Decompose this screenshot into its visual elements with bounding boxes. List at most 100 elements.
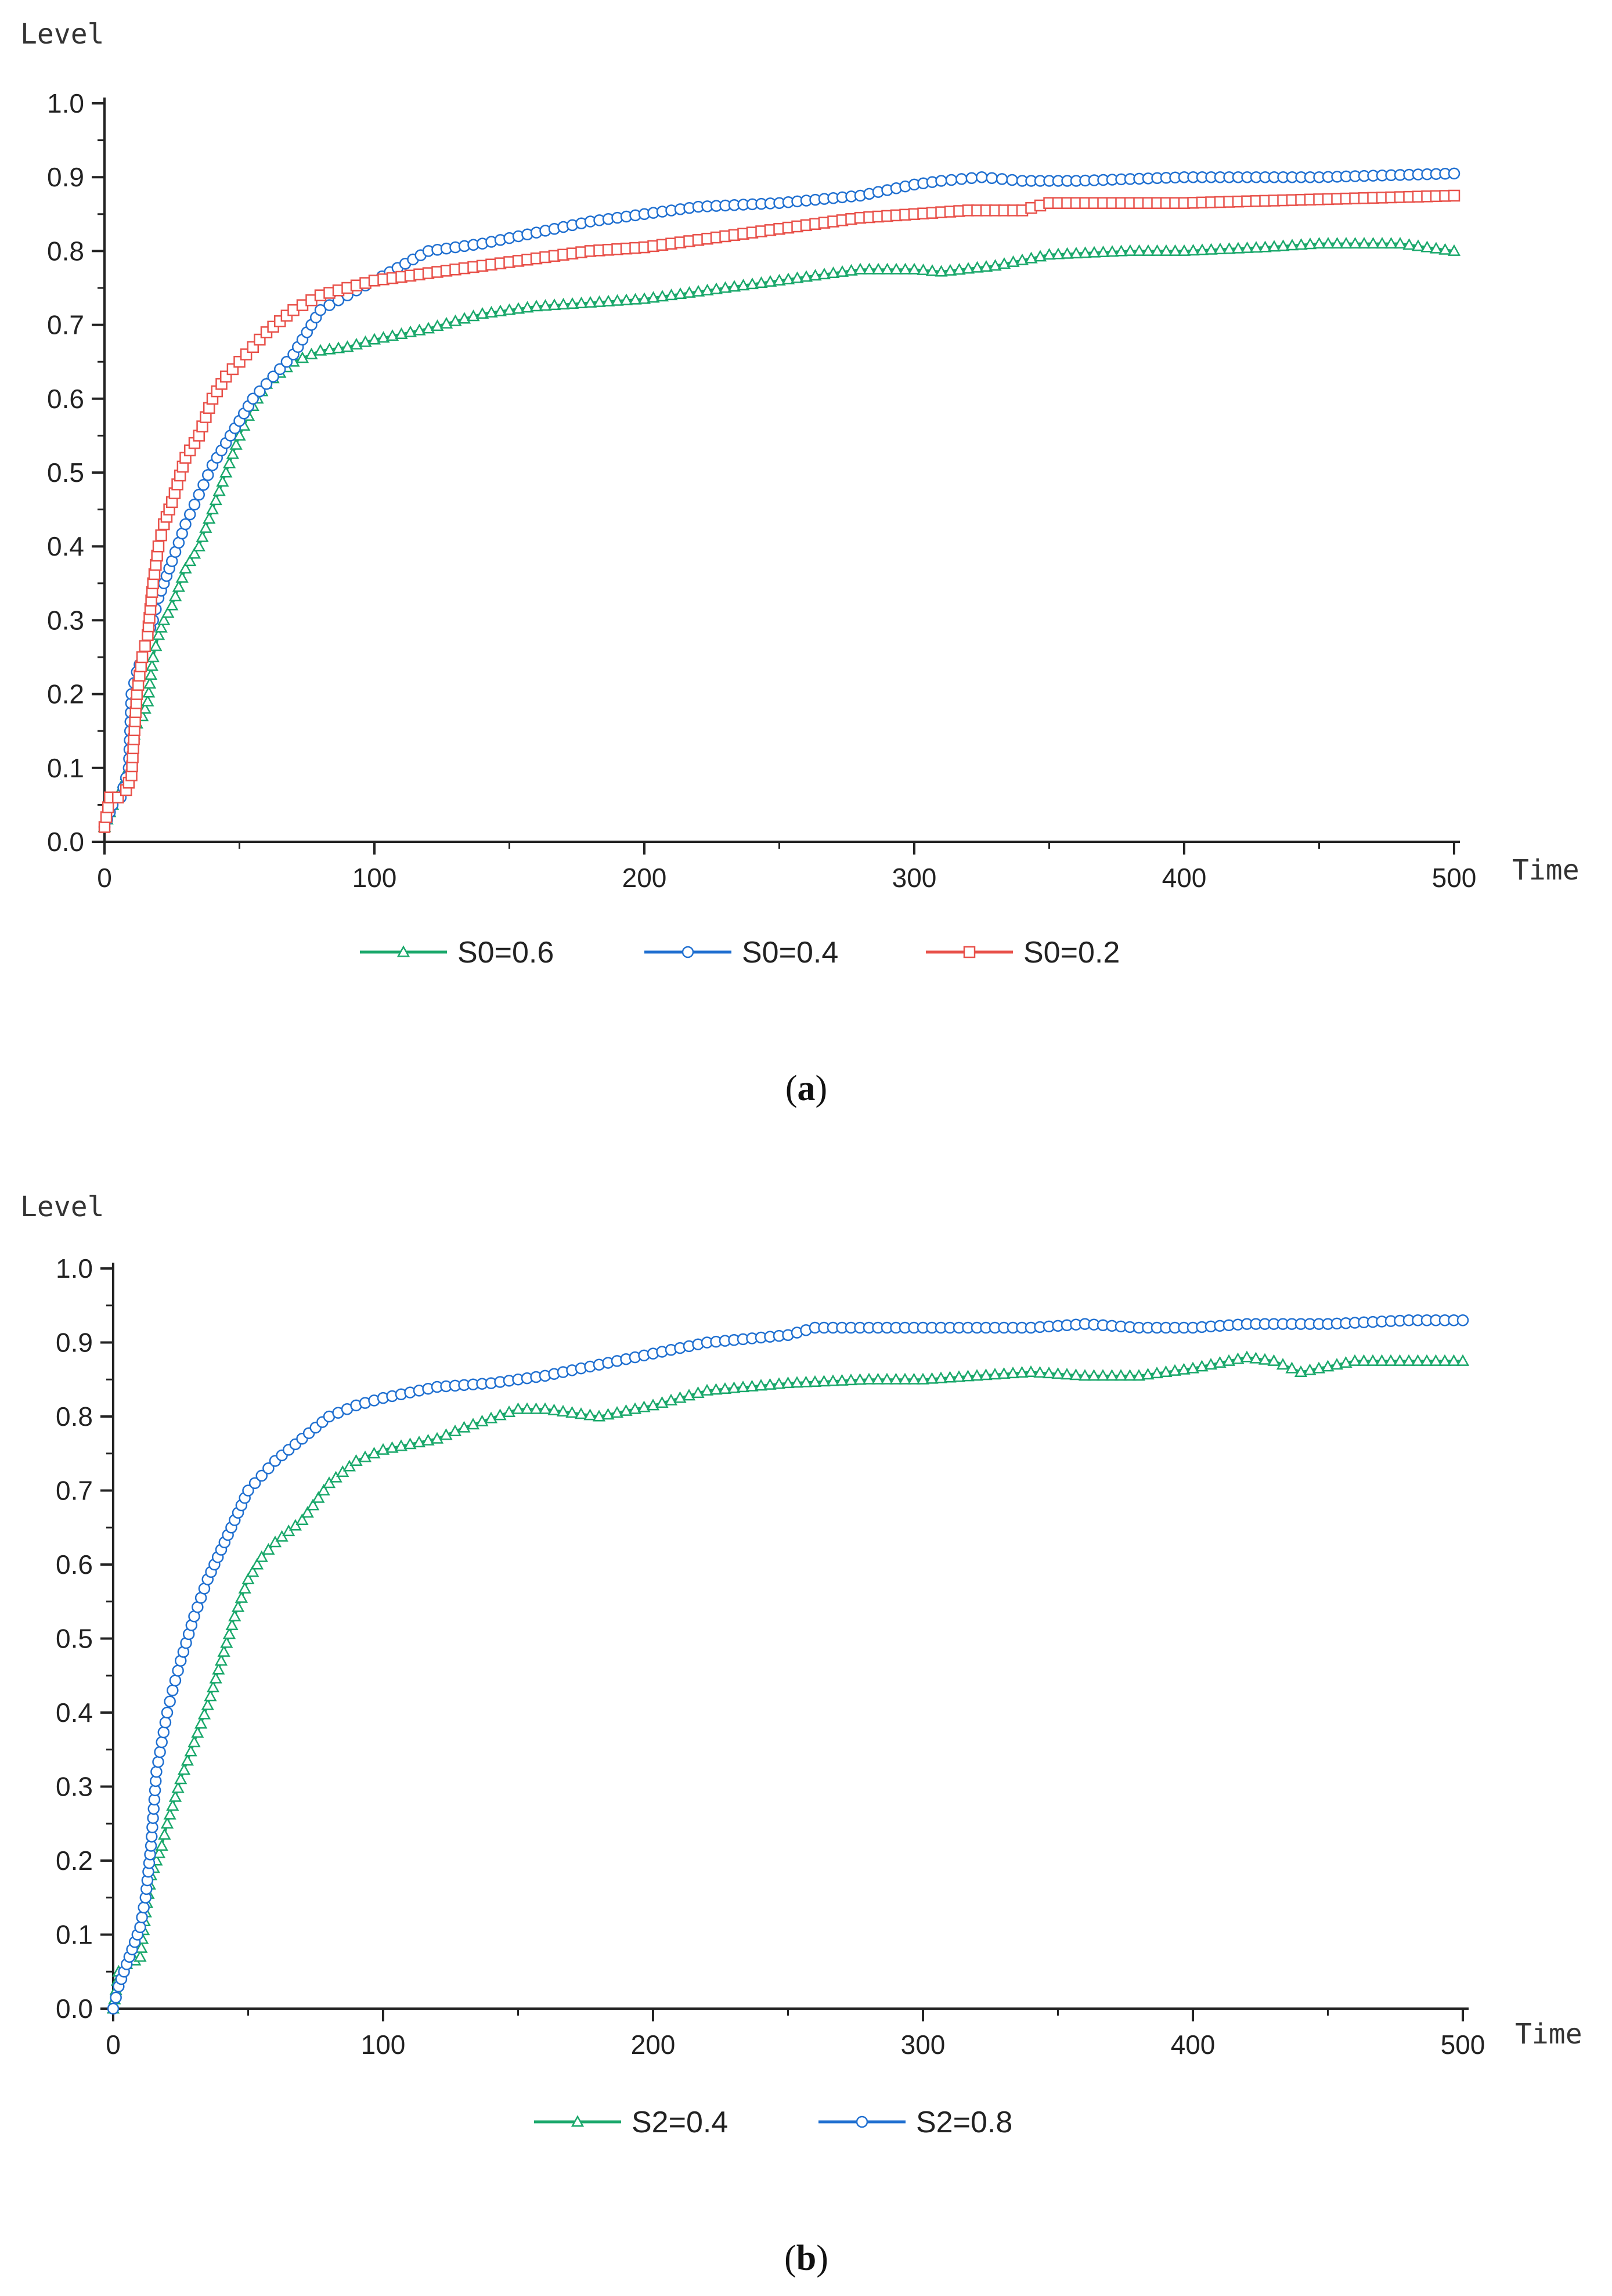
data-point <box>146 650 160 662</box>
data-point <box>161 1706 174 1719</box>
x-tick-label: 200 <box>622 863 667 893</box>
panel-label: (b) <box>784 2239 828 2278</box>
data-point <box>917 263 930 275</box>
data-point <box>790 1376 804 1388</box>
data-point <box>231 1600 245 1612</box>
data-point <box>395 327 408 339</box>
data-point <box>799 1375 813 1387</box>
legend-entry: S2=0.8 <box>818 2106 1012 2139</box>
data-point <box>385 1441 399 1453</box>
data-point <box>1213 242 1227 255</box>
data-point <box>255 1469 268 1482</box>
data-point <box>709 282 723 294</box>
legend-label: S2=0.4 <box>632 2106 728 2139</box>
y-tick-label: 0.4 <box>47 531 84 561</box>
data-point <box>457 1421 471 1433</box>
data-point <box>222 1627 236 1639</box>
y-tick-label: 0.9 <box>47 162 84 192</box>
data-point <box>511 302 525 314</box>
data-point <box>629 293 642 305</box>
data-point <box>149 639 163 651</box>
data-point <box>565 1406 579 1418</box>
data-point <box>274 363 286 376</box>
data-point <box>439 1428 453 1440</box>
data-point <box>1447 244 1461 256</box>
data-point <box>1456 1314 1469 1327</box>
data-point <box>1069 1368 1083 1381</box>
data-point <box>1357 1354 1371 1366</box>
data-point <box>1420 240 1434 253</box>
data-point <box>421 322 435 334</box>
data-point <box>521 301 534 313</box>
data-point <box>172 580 185 592</box>
data-point <box>367 1447 381 1459</box>
data-point <box>1303 237 1317 250</box>
y-tick-label: 0.6 <box>47 384 84 414</box>
data-point <box>154 621 168 633</box>
data-point <box>907 1372 921 1385</box>
data-point <box>135 1941 148 1953</box>
x-tick-label: 200 <box>631 2030 676 2060</box>
data-point <box>575 296 588 308</box>
data-point <box>557 298 570 310</box>
data-point <box>136 651 149 664</box>
data-point <box>817 1375 831 1387</box>
data-point <box>1123 244 1137 256</box>
data-point <box>246 1565 259 1577</box>
data-point <box>322 1476 336 1488</box>
data-point <box>556 1404 570 1416</box>
series-markers <box>98 189 1460 833</box>
data-point <box>241 1572 255 1584</box>
data-point <box>719 281 732 293</box>
data-point <box>871 1372 885 1385</box>
data-point <box>192 539 205 552</box>
data-point <box>150 1765 163 1778</box>
data-point <box>430 1432 444 1444</box>
data-point <box>403 1437 417 1450</box>
y-tick-label: 0.7 <box>56 1476 93 1506</box>
panel-b: 0.0 0.1 0.2 0.3 0.4 0.5 0.6 0.7 0.8 0.9 1.0 0 100 200… <box>20 1191 1582 2278</box>
data-point <box>159 1716 172 1729</box>
data-point <box>314 304 327 316</box>
data-point <box>214 1654 228 1666</box>
data-point <box>169 1674 182 1686</box>
data-point <box>916 1372 930 1385</box>
data-point <box>475 307 489 319</box>
data-point <box>1429 1354 1442 1366</box>
data-point <box>1330 237 1344 249</box>
data-point <box>205 503 219 515</box>
data-point <box>1159 244 1173 256</box>
data-point <box>1240 241 1254 253</box>
data-point <box>212 484 226 496</box>
data-point <box>235 1591 248 1603</box>
data-point <box>342 1459 356 1472</box>
data-point <box>592 1410 606 1422</box>
data-point <box>1151 244 1164 256</box>
data-point <box>1231 242 1245 254</box>
data-point <box>154 1746 166 1758</box>
data-point <box>647 291 660 303</box>
data-point <box>358 1450 372 1462</box>
data-point <box>203 511 216 524</box>
data-point <box>1006 1367 1020 1379</box>
data-point <box>1339 237 1353 249</box>
data-point <box>772 1377 786 1389</box>
data-point <box>1087 246 1101 258</box>
data-point <box>1366 1354 1380 1366</box>
data-point <box>188 498 201 511</box>
legend-label: S0=0.4 <box>742 936 838 969</box>
data-point <box>1285 239 1299 251</box>
data-point <box>201 1698 214 1710</box>
x-tick-label: 100 <box>352 863 397 893</box>
legend-entry: S2=0.4 <box>534 2106 728 2139</box>
data-point <box>184 1744 197 1757</box>
data-point <box>737 279 750 291</box>
data-point <box>1321 237 1335 249</box>
data-point <box>1195 1360 1209 1372</box>
data-point <box>174 1772 187 1785</box>
data-point <box>134 1921 146 1933</box>
data-point <box>152 1756 164 1768</box>
data-point <box>1402 1354 1416 1366</box>
y-axis-title: Level <box>20 1191 104 1223</box>
